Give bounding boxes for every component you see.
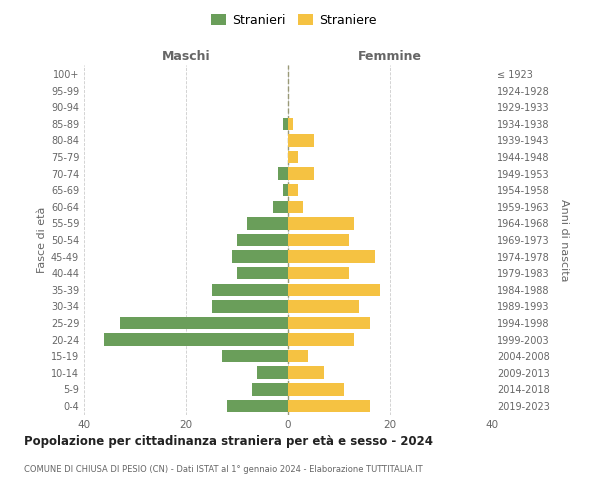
Bar (278, 168, 288, 180)
Bar (288, 134, 314, 146)
Bar (288, 217, 355, 230)
Bar (237, 234, 288, 246)
Bar (288, 200, 304, 213)
Bar (288, 118, 293, 130)
Bar (288, 250, 375, 263)
Bar (232, 250, 288, 263)
Bar (120, 316, 288, 329)
Text: Popolazione per cittadinanza straniera per età e sesso - 2024: Popolazione per cittadinanza straniera p… (24, 435, 433, 448)
Bar (288, 151, 298, 164)
Bar (222, 350, 288, 362)
Bar (283, 184, 288, 196)
Text: COMUNE DI CHIUSA DI PESIO (CN) - Dati ISTAT al 1° gennaio 2024 - Elaborazione TU: COMUNE DI CHIUSA DI PESIO (CN) - Dati IS… (24, 465, 422, 474)
Y-axis label: Anni di nascita: Anni di nascita (559, 198, 569, 281)
Bar (288, 350, 308, 362)
Bar (257, 366, 288, 379)
Bar (288, 316, 370, 329)
Legend: Stranieri, Straniere: Stranieri, Straniere (206, 8, 382, 32)
Bar (212, 300, 288, 312)
Y-axis label: Fasce di età: Fasce di età (37, 207, 47, 273)
Bar (227, 400, 288, 412)
Bar (104, 334, 288, 345)
Bar (253, 383, 288, 396)
Bar (283, 118, 288, 130)
Bar (288, 184, 298, 196)
Text: Maschi: Maschi (161, 50, 211, 62)
Bar (273, 200, 288, 213)
Bar (288, 400, 370, 412)
Bar (288, 234, 349, 246)
Bar (288, 168, 314, 180)
Bar (237, 267, 288, 280)
Bar (288, 383, 344, 396)
Bar (288, 284, 380, 296)
Bar (288, 366, 324, 379)
Bar (288, 334, 355, 345)
Bar (212, 284, 288, 296)
Bar (247, 217, 288, 230)
Text: Femmine: Femmine (358, 50, 422, 62)
Bar (288, 300, 359, 312)
Bar (288, 267, 349, 280)
